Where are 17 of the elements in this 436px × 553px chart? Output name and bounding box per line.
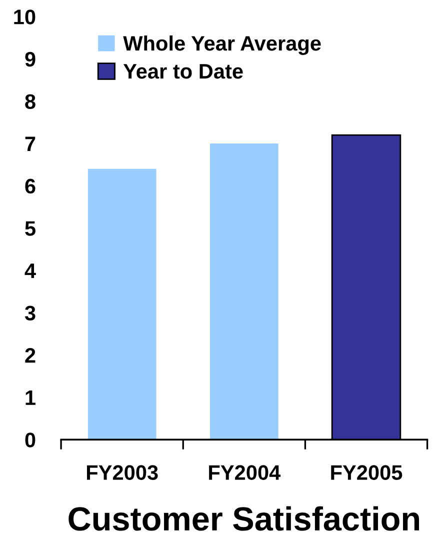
y-tick-label: 7 <box>25 136 36 152</box>
x-tick-label: FY2005 <box>331 465 402 480</box>
x-axis-title: Customer Satisfaction <box>68 506 419 531</box>
y-tick-label: 6 <box>25 178 36 194</box>
y-tick-label: 3 <box>24 306 36 321</box>
x-tick-label: FY2003 <box>86 465 158 480</box>
y-tick-label: 8 <box>25 94 36 109</box>
legend-label: Year to Date <box>123 64 243 79</box>
y-tick-label: 5 <box>25 221 36 236</box>
x-tick-label: FY2004 <box>209 465 281 480</box>
y-tick-label: 10 <box>14 10 36 24</box>
y-tick-label: 9 <box>25 52 36 67</box>
y-tick-label: 1 <box>26 390 36 405</box>
y-tick-label: 4 <box>24 264 36 278</box>
y-tick-label: 0 <box>25 432 36 448</box>
legend-label: Whole Year Average <box>123 35 321 55</box>
y-tick-label: 2 <box>25 348 36 363</box>
